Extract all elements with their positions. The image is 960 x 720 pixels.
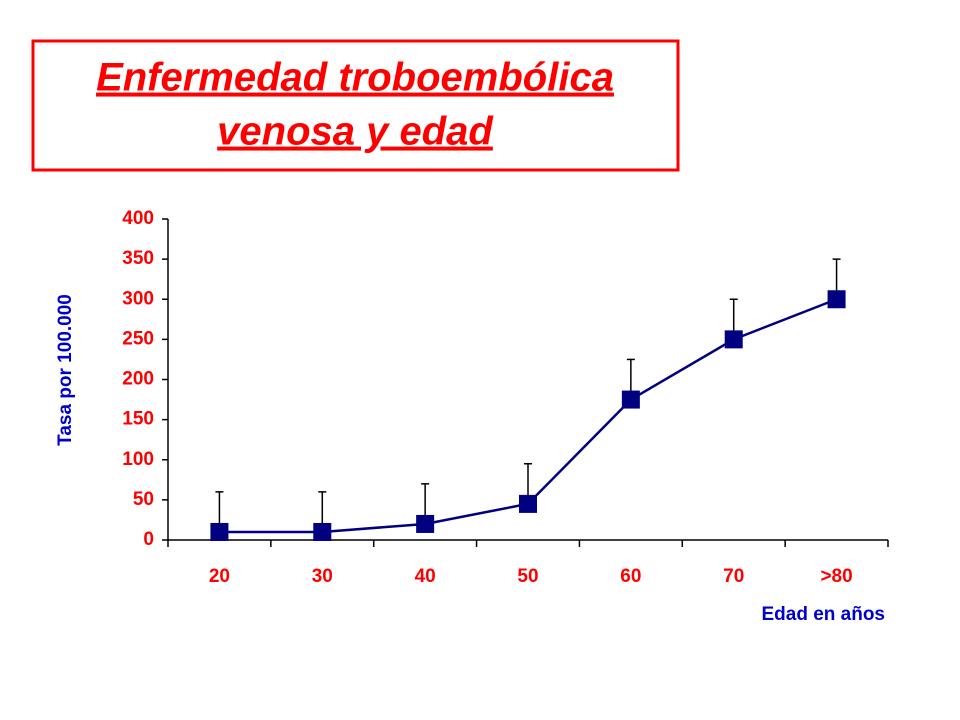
x-tick-label: 60 <box>620 566 641 587</box>
y-tick-label: 400 <box>122 208 154 229</box>
y-tick-label: 200 <box>122 369 154 390</box>
marker <box>827 290 846 309</box>
x-axis-label: Edad en años <box>761 604 885 625</box>
chart-title: venosa y edad <box>217 110 494 154</box>
y-tick-label: 350 <box>122 248 154 269</box>
x-tick-label: >80 <box>820 566 852 587</box>
x-tick-label: 20 <box>209 566 230 587</box>
y-tick-label: 250 <box>122 328 154 349</box>
x-tick-label: 50 <box>517 566 538 587</box>
y-tick-label: 300 <box>122 288 154 309</box>
marker <box>724 330 743 349</box>
title-box <box>31 39 680 172</box>
marker <box>313 522 332 541</box>
marker <box>416 514 435 533</box>
chart-title: Enfermedad troboembólica <box>96 56 614 100</box>
x-tick-label: 40 <box>415 566 436 587</box>
marker <box>519 494 537 513</box>
y-tick-label: 150 <box>122 409 154 430</box>
marker <box>210 522 229 541</box>
y-tick-label: 0 <box>143 529 154 550</box>
marker <box>621 390 640 409</box>
y-tick-label: 100 <box>122 449 154 470</box>
y-tick-label: 50 <box>133 489 154 510</box>
y-axis-label: Tasa por 100.000 <box>55 294 76 446</box>
x-tick-label: 30 <box>312 566 333 587</box>
x-tick-label: 70 <box>723 566 744 587</box>
